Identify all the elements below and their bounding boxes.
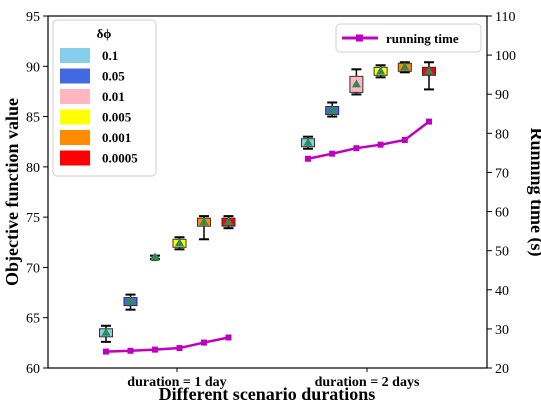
- right-tick-label: 110: [495, 10, 515, 25]
- mean-marker: [101, 327, 111, 336]
- legend-swatch: [60, 89, 90, 104]
- right-tick-label: 100: [495, 49, 516, 64]
- mean-marker: [400, 62, 410, 71]
- mean-marker: [199, 217, 209, 226]
- right-tick-label: 50: [495, 245, 509, 260]
- running-time-point: [103, 348, 109, 355]
- running-time-point: [201, 339, 207, 346]
- legend-delta-phi: δϕ 0.1 0.05 0.01 0.005 0.001 0.0005: [52, 19, 157, 177]
- left-tick-label: 65: [26, 312, 40, 327]
- right-tick-label: 60: [495, 206, 509, 221]
- running-time-point: [305, 155, 311, 162]
- left-y-axis: 60 65 70 75 80 85 90 95: [26, 10, 48, 377]
- legend-swatch: [60, 150, 90, 166]
- plot-area: [47, 15, 488, 369]
- running-time-point: [127, 347, 134, 354]
- running-time-line: [307, 120, 430, 160]
- box-plots: [99, 61, 436, 343]
- left-tick-label: 60: [26, 362, 40, 377]
- legend-label: 0.01: [102, 89, 125, 104]
- legend-running-time-label: running time: [386, 31, 459, 46]
- x-axis: duration = 1 day duration = 2 days: [127, 368, 420, 390]
- mean-marker: [175, 238, 184, 247]
- y-axis-title: Objective function value: [2, 98, 22, 286]
- legend-swatch: [60, 130, 90, 145]
- mean-marker: [303, 137, 313, 146]
- running-time-point: [176, 345, 183, 352]
- running-time-line: [105, 336, 229, 353]
- right-tick-label: 70: [495, 166, 509, 181]
- mean-marker: [351, 79, 361, 88]
- right-tick-label: 40: [495, 284, 509, 299]
- legend-title: δϕ: [97, 26, 112, 41]
- legend-label: 0.05: [102, 69, 125, 84]
- running-time-point: [377, 141, 384, 148]
- x-tick-label: duration = 1 day: [127, 375, 226, 390]
- left-tick-label: 70: [26, 261, 40, 276]
- left-tick-label: 90: [26, 60, 40, 75]
- legend-swatch: [60, 109, 90, 125]
- mean-marker: [327, 105, 337, 114]
- mean-marker: [126, 296, 135, 305]
- mean-marker: [424, 66, 434, 75]
- plot-border: [47, 15, 488, 369]
- legend-swatch: [60, 68, 90, 84]
- right-tick-label: 90: [495, 88, 509, 103]
- legend-frame-right: [335, 23, 482, 53]
- legend-label: 0.001: [102, 130, 131, 145]
- right-tick-label: 30: [495, 323, 509, 338]
- legend-swatch: [60, 48, 90, 63]
- right-tick-label: 20: [495, 362, 509, 377]
- x-axis-title: Different scenario durations: [159, 384, 376, 404]
- mean-marker: [150, 252, 160, 261]
- legend-running-time: running time: [335, 23, 482, 53]
- running-time-point: [401, 136, 408, 143]
- legend-line-marker: [356, 34, 363, 42]
- x-tick-label: duration = 2 days: [315, 375, 420, 390]
- legend-label: 0.1: [102, 48, 118, 63]
- legend-label: 0.005: [102, 110, 132, 125]
- running-time-lines: [103, 118, 432, 355]
- left-tick-label: 80: [26, 161, 40, 176]
- right-tick-label: 80: [495, 127, 509, 142]
- running-time-point: [329, 150, 336, 157]
- mean-marker: [224, 217, 233, 226]
- legend-items: 0.1 0.05 0.01 0.005 0.001 0.0005: [60, 48, 138, 166]
- running-time-point: [225, 334, 232, 341]
- y2-axis-title: Running time (s): [526, 127, 541, 256]
- legend-label: 0.0005: [102, 151, 138, 166]
- running-time-point: [426, 118, 432, 125]
- mean-marker: [376, 66, 386, 75]
- right-y-axis: 20 30 40 50 60 70 80 90 100 110: [487, 10, 516, 377]
- left-tick-label: 85: [26, 111, 40, 126]
- running-time-point: [152, 346, 158, 353]
- left-tick-label: 95: [26, 10, 40, 25]
- left-tick-label: 75: [26, 211, 40, 226]
- running-time-point: [353, 145, 360, 152]
